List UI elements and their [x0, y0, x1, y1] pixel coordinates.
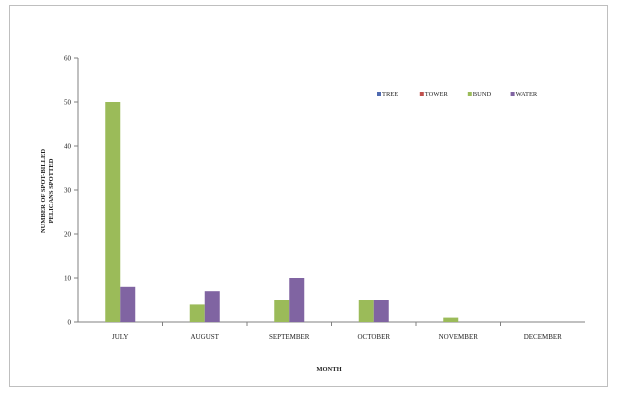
- bar-bund-september: [274, 300, 290, 322]
- y-tick-label: 10: [64, 275, 72, 283]
- x-tick-label: AUGUST: [191, 333, 220, 341]
- legend-swatch-bund: [467, 92, 472, 96]
- x-tick-label: DECEMBER: [524, 333, 562, 341]
- x-tick-label: SEPTEMBER: [269, 333, 310, 341]
- bar-water-september: [289, 278, 305, 322]
- bars: [105, 102, 459, 322]
- y-tick-label: 60: [64, 55, 72, 63]
- y-tick-label: 20: [64, 231, 72, 239]
- x-tick-label: NOVEMBER: [439, 333, 479, 341]
- bar-bund-october: [358, 300, 374, 322]
- legend: TREE TOWER BUND WATER: [377, 91, 538, 98]
- bar-water-july: [120, 286, 136, 322]
- x-tick-label: OCTOBER: [357, 333, 390, 341]
- y-tick-label: 0: [68, 319, 72, 327]
- y-tick-label: 40: [64, 143, 72, 151]
- axes: [74, 57, 585, 326]
- y-axis-title-line-2: PELICANS SPOTTED: [48, 158, 55, 223]
- y-tick-label: 30: [64, 187, 72, 195]
- x-tick-label: JULY: [112, 333, 128, 341]
- legend-label-bund: BUND: [473, 91, 492, 98]
- y-tick-label: 50: [64, 99, 72, 107]
- tick-labels: 0 10 20 30 40 50 60 JULY AUGUST SEPTEMBER OCTOBER N…: [64, 55, 562, 342]
- y-axis-title-line-1: NUMBER OF SPOT-BILLED: [40, 149, 47, 233]
- legend-label-tree: TREE: [382, 91, 398, 98]
- legend-swatch-tree: [377, 92, 381, 96]
- bar-water-august: [204, 291, 220, 322]
- legend-swatch-water: [510, 92, 515, 96]
- bar-bund-november: [443, 317, 459, 322]
- legend-label-water: WATER: [516, 91, 538, 98]
- x-axis-title: MONTH: [316, 366, 341, 373]
- bar-bund-july: [105, 102, 121, 322]
- bar-water-october: [373, 300, 389, 322]
- legend-swatch-tower: [419, 92, 424, 96]
- legend-label-tower: TOWER: [425, 91, 449, 98]
- bar-bund-august: [189, 304, 205, 322]
